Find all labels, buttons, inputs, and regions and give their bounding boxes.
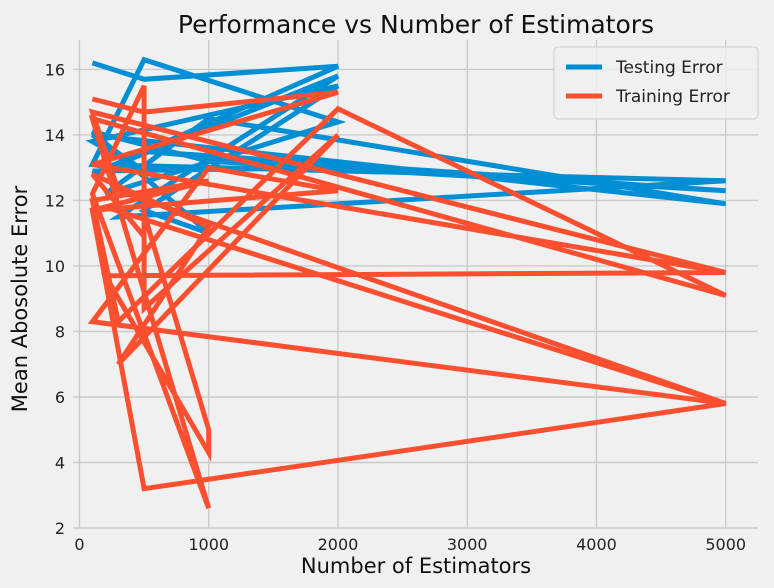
y-tick-label: 12 [45,191,65,210]
x-tick-label: 2000 [318,535,359,554]
x-tick-label: 5000 [705,535,746,554]
x-tick-label: 0 [74,535,84,554]
series-line-testing-error [85,56,727,236]
y-tick-label: 14 [45,126,65,145]
y-tick-label: 8 [55,322,65,341]
tick-labels: 2 4 6 8 10 12 14 16 0 1000 2000 3000 4000 5000 [45,60,746,554]
legend: Testing Error Training Error [553,46,759,120]
legend-label-training: Training Error [615,87,730,107]
legend-box [553,46,759,120]
y-tick-label: 2 [55,519,65,538]
y-tick-label: 6 [55,388,65,407]
x-tick-label: 4000 [576,535,617,554]
x-axis-label: Number of Estimators [301,554,531,578]
y-axis-label: Mean Abosolute Error [8,185,32,412]
legend-label-testing: Testing Error [615,58,723,78]
y-tick-label: 4 [55,453,65,472]
series-line-training-error [87,84,727,510]
chart-title: Performance vs Number of Estimators [178,10,654,39]
series-layer [85,56,727,510]
x-tick-label: 1000 [188,535,229,554]
y-tick-label: 10 [45,257,65,276]
y-tick-label: 16 [45,60,65,79]
x-tick-label: 3000 [447,535,488,554]
